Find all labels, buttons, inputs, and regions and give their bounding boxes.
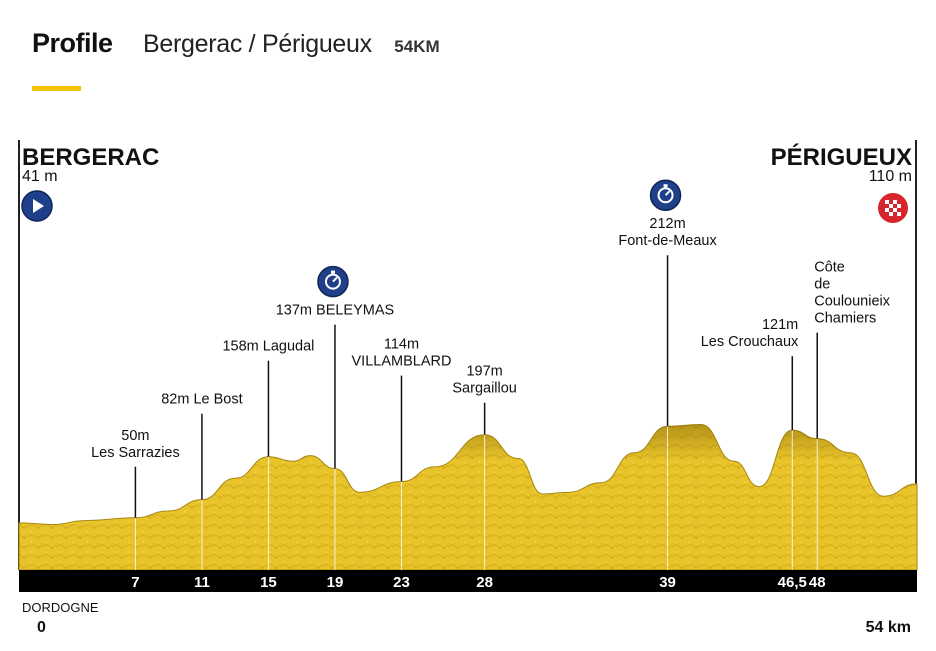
km-axis-bar	[19, 570, 917, 592]
start-play-icon	[21, 190, 53, 222]
km-start-label: 0	[37, 619, 46, 636]
stage-distance: 54KM	[394, 37, 440, 56]
km-tick-23: 23	[393, 574, 410, 591]
km-tick-7: 7	[131, 574, 139, 591]
region-label: DORDOGNE	[22, 600, 99, 615]
timecheck-icon	[317, 265, 349, 298]
header-label: Profile	[32, 28, 113, 58]
checkpoint-label: 158m Lagudal	[222, 339, 314, 355]
checkpoint-label: 121m	[762, 317, 798, 333]
stage-route: Bergerac / Périgueux	[142, 30, 372, 58]
checkpoint-label: 114m	[384, 337, 419, 353]
terrain-ridge-shading	[19, 424, 917, 570]
timecheck-icon	[649, 179, 682, 211]
header-accent-bar	[32, 86, 81, 91]
start-town-name: BERGERAC	[22, 144, 159, 171]
km-end-label: 54 km	[866, 619, 911, 636]
checkpoint-label: de	[814, 277, 830, 293]
profile-header: Profile Bergerac / Périgueux 54KM	[32, 28, 440, 68]
km-tick-28: 28	[476, 574, 493, 591]
checkpoint-label: Côte	[814, 260, 845, 276]
checkpoint-label: Les Crouchaux	[701, 334, 799, 350]
km-tick-11: 11	[194, 574, 210, 591]
km-tick-39: 39	[659, 574, 676, 591]
checkpoint-label: 50m	[121, 428, 149, 444]
checkpoint-label: 212m	[649, 216, 685, 232]
km-tick-labels: 7 11 15 19 23 28 39 46,5 48	[131, 574, 825, 591]
checkpoint-label: Les Sarrazies	[91, 445, 180, 461]
km-tick-15: 15	[260, 574, 277, 591]
checkpoint-label: Coulounieix	[814, 294, 891, 310]
finish-town-name: PÉRIGUEUX	[771, 143, 912, 171]
checkpoint-label: Chamiers	[814, 311, 876, 327]
checkpoint-label: Sargaillou	[452, 381, 517, 397]
checkpoint-km-15: 158m Lagudal	[222, 339, 314, 570]
km-tick-48: 48	[809, 574, 826, 591]
checkpoint-label: Font-de-Meaux	[618, 233, 717, 249]
checkpoint-km-11: 82m Le Bost	[161, 392, 243, 570]
checkpoint-label: 197m	[466, 364, 502, 380]
km-tick-46-5: 46,5	[778, 574, 807, 591]
checkpoint-label: VILLAMBLARD	[352, 354, 452, 370]
finish-chequered-icon	[878, 193, 908, 223]
checkpoint-km-19: 137m BELEYMAS	[276, 265, 394, 570]
start-altitude: 41 m	[22, 168, 58, 185]
checkpoint-label: 82m Le Bost	[161, 392, 242, 408]
finish-altitude: 110 m	[869, 168, 912, 185]
checkpoint-label: 137m BELEYMAS	[276, 303, 394, 319]
km-tick-19: 19	[327, 574, 344, 591]
